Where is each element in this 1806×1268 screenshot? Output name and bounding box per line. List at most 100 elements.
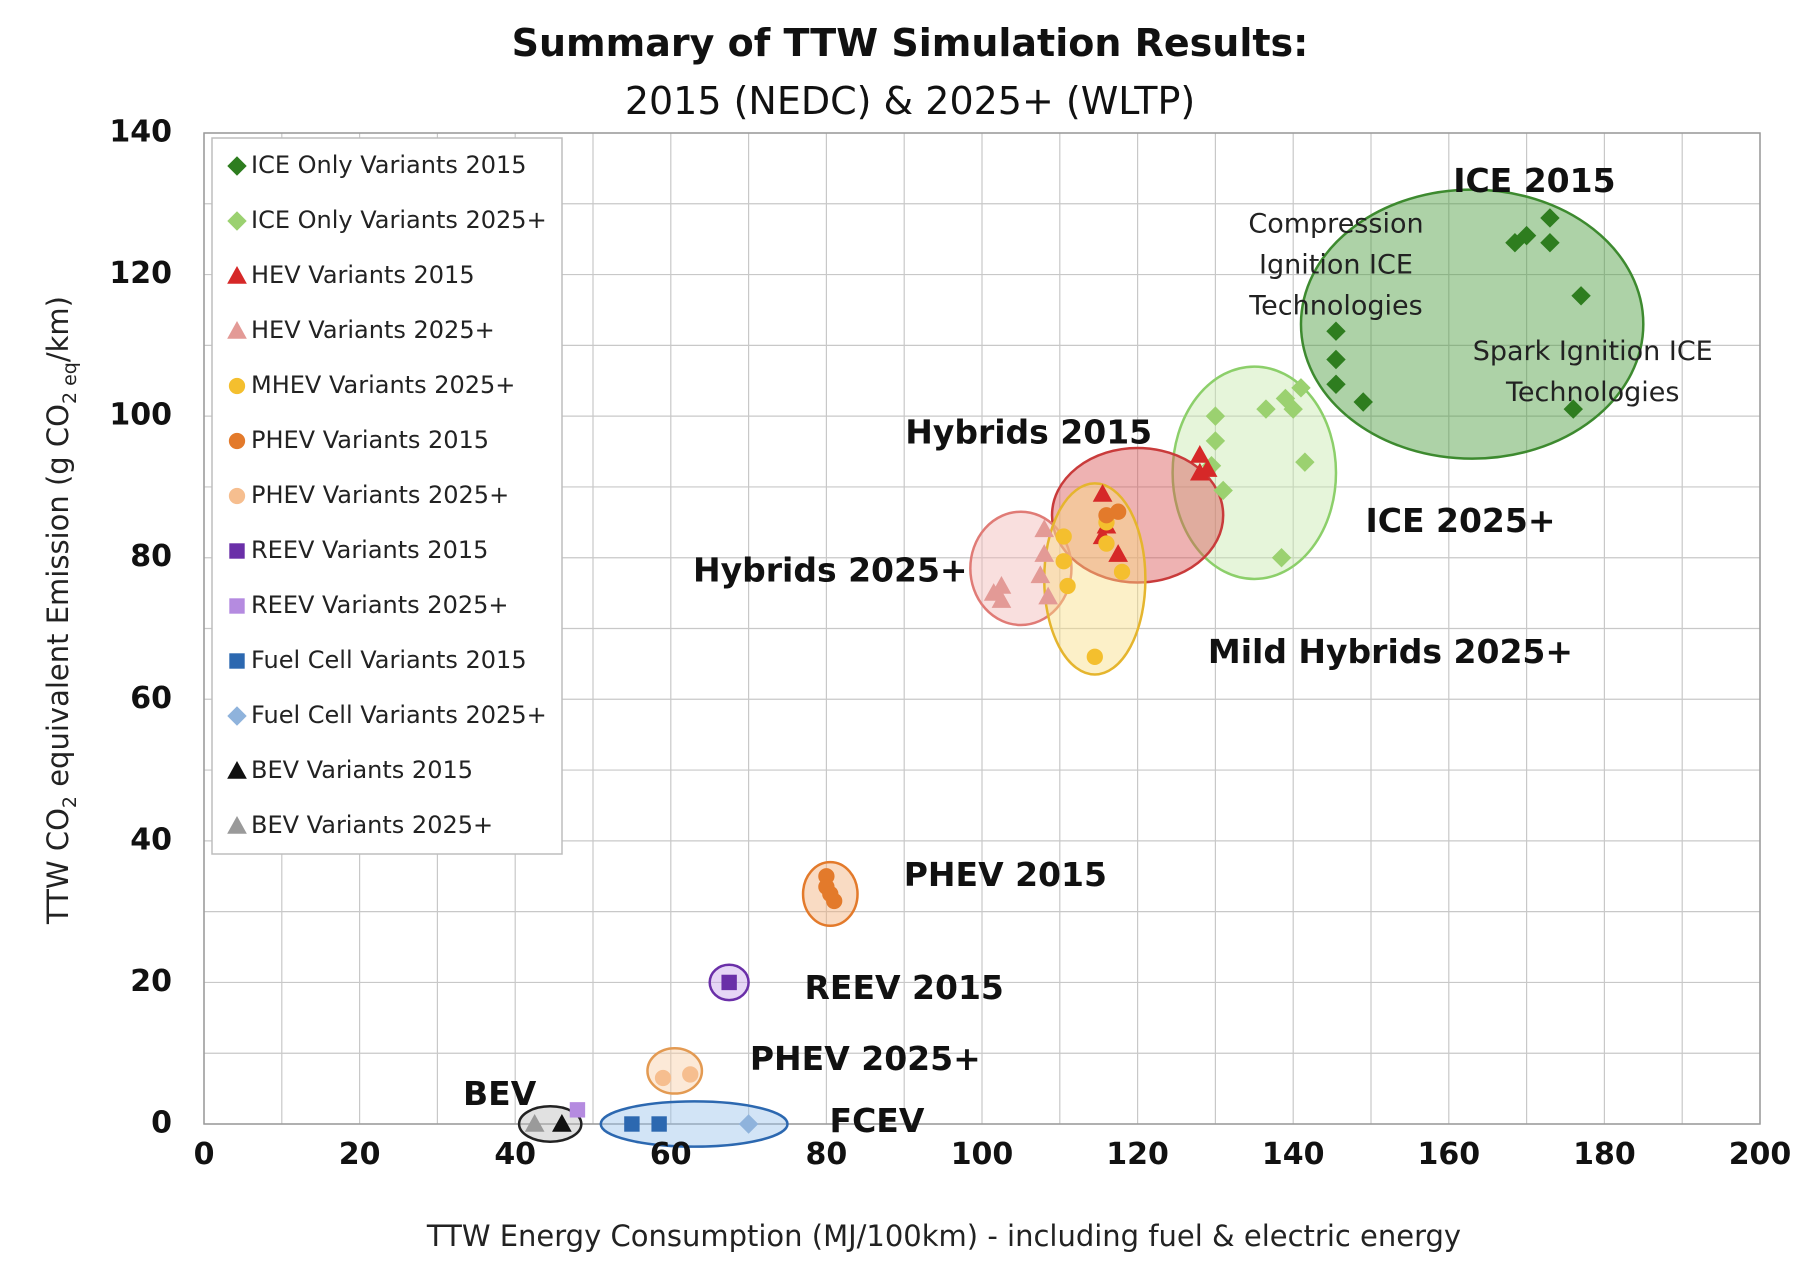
legend-marker — [227, 265, 247, 284]
data-point — [1256, 399, 1276, 419]
legend-item-label: BEV Variants 2025+ — [251, 811, 493, 839]
annotation-label: Hybrids 2015 — [905, 412, 1152, 451]
legend-item-label: ICE Only Variants 2025+ — [251, 206, 547, 234]
data-point — [569, 1102, 586, 1118]
legend-box — [211, 137, 563, 855]
x-tick-label: 100 — [951, 1137, 1014, 1172]
x-tick-label: 120 — [1106, 1137, 1169, 1172]
data-point — [1271, 548, 1292, 568]
x-tick-label: 20 — [339, 1137, 381, 1172]
data-point — [1055, 528, 1072, 545]
group-ellipse — [1299, 188, 1645, 460]
y-tick-label: 40 — [130, 822, 172, 857]
data-point — [991, 590, 1012, 608]
legend-marker — [227, 706, 247, 726]
data-point — [1353, 392, 1373, 412]
data-point — [1505, 233, 1525, 253]
data-point — [1030, 565, 1051, 584]
legend-marker — [227, 760, 247, 779]
y-tick-label: 60 — [130, 681, 172, 716]
data-point — [1113, 563, 1131, 581]
data-point — [1540, 208, 1560, 228]
annotation-label: ICE 2025+ — [1365, 501, 1555, 540]
legend-item-label: PHEV Variants 2025+ — [251, 481, 509, 509]
tick-labels: 0 20 40 60 80 100 120 140 160 180 200 0 20 40 60 80 100 1… — [109, 115, 1791, 1173]
legend-item-label: ICE Only Variants 2015 — [251, 151, 527, 179]
group-ellipse — [1042, 482, 1147, 676]
annotation-label: REEV 2015 — [805, 968, 1004, 1007]
data-point — [1571, 286, 1591, 306]
legend-marker — [227, 815, 247, 834]
legend-item-label: BEV Variants 2015 — [251, 756, 473, 784]
annotation-label: Ignition ICE — [1259, 250, 1413, 281]
data-point — [1034, 544, 1055, 562]
x-axis-label: TTW Energy Consumption (MJ/100km) - incl… — [426, 1219, 1461, 1253]
data-point — [1295, 452, 1315, 472]
legend-marker — [229, 598, 245, 614]
legend-marker — [229, 653, 245, 669]
legend-item-label: PHEV Variants 2015 — [251, 426, 489, 454]
data-point — [1189, 445, 1210, 463]
annotation-label: PHEV 2025+ — [750, 1039, 981, 1078]
annotation-label: Mild Hybrids 2025+ — [1208, 632, 1573, 671]
x-tick-label: 40 — [494, 1137, 536, 1172]
legend-item-label: MHEV Variants 2025+ — [251, 371, 515, 399]
legend-item-label: REEV Variants 2015 — [251, 536, 488, 564]
legend-marker — [227, 156, 247, 176]
annotation-label: Spark Ignition ICE — [1473, 336, 1713, 367]
x-tick-label: 140 — [1262, 1137, 1325, 1172]
legend-marker — [227, 320, 247, 339]
legend-marker — [228, 377, 246, 395]
data-point — [1205, 431, 1226, 451]
group-ellipse — [599, 1100, 789, 1148]
legend-marker — [228, 487, 246, 505]
group-ellipse — [1050, 446, 1225, 584]
y-tick-label: 80 — [130, 539, 172, 574]
chart-title: Summary of TTW Simulation Results: — [512, 21, 1309, 65]
legend-item-label: Fuel Cell Variants 2025+ — [251, 701, 547, 729]
annotation-label: Hybrids 2025+ — [693, 550, 968, 589]
annotations: ICE 2015 Compression Ignition ICE Technolog… — [463, 161, 1713, 1140]
legend-marker — [229, 543, 245, 559]
data-point — [738, 1114, 759, 1134]
annotation-label: FCEV — [830, 1101, 925, 1140]
data-point — [721, 974, 737, 991]
data-points — [524, 208, 1591, 1134]
data-point — [1540, 233, 1560, 253]
x-tick-label: 80 — [806, 1137, 848, 1172]
x-tick-label: 0 — [194, 1137, 215, 1172]
legend-item-label: Fuel Cell Variants 2015 — [251, 646, 527, 674]
annotation-label: PHEV 2015 — [904, 855, 1107, 894]
data-point — [1034, 519, 1055, 538]
legend: ICE Only Variants 2015 ICE Only Variants … — [211, 137, 563, 855]
data-point — [1197, 459, 1218, 477]
data-point — [1326, 321, 1346, 341]
y-tick-label: 120 — [109, 256, 172, 291]
y-label-sub-1: 2 — [59, 796, 81, 808]
data-point — [1098, 535, 1115, 552]
data-point — [552, 1113, 572, 1132]
y-tick-label: 140 — [109, 115, 172, 150]
legend-item-label: REEV Variants 2025+ — [251, 591, 509, 619]
data-point — [1110, 503, 1127, 520]
data-point — [1086, 648, 1103, 665]
data-point — [826, 892, 843, 910]
data-point — [1283, 399, 1303, 419]
data-point — [654, 1069, 672, 1087]
data-point — [524, 1113, 545, 1132]
data-point — [1205, 406, 1226, 426]
chart-subtitle: 2015 (NEDC) & 2025+ (WLTP) — [625, 79, 1195, 123]
data-point — [1059, 577, 1076, 595]
legend-marker — [227, 211, 247, 231]
data-point — [1326, 374, 1346, 394]
data-point — [1516, 225, 1537, 246]
y-label-part-1: TTW CO — [41, 808, 75, 925]
x-tick-label: 60 — [650, 1137, 692, 1172]
y-axis-label: TTW CO2 equivalent Emission (g CO2 eq/km… — [41, 296, 81, 925]
data-point — [1563, 399, 1583, 419]
data-point — [1213, 480, 1233, 501]
annotation-label: Technologies — [1505, 377, 1679, 408]
x-tick-label: 180 — [1573, 1137, 1636, 1172]
plot-border — [203, 132, 1761, 1125]
